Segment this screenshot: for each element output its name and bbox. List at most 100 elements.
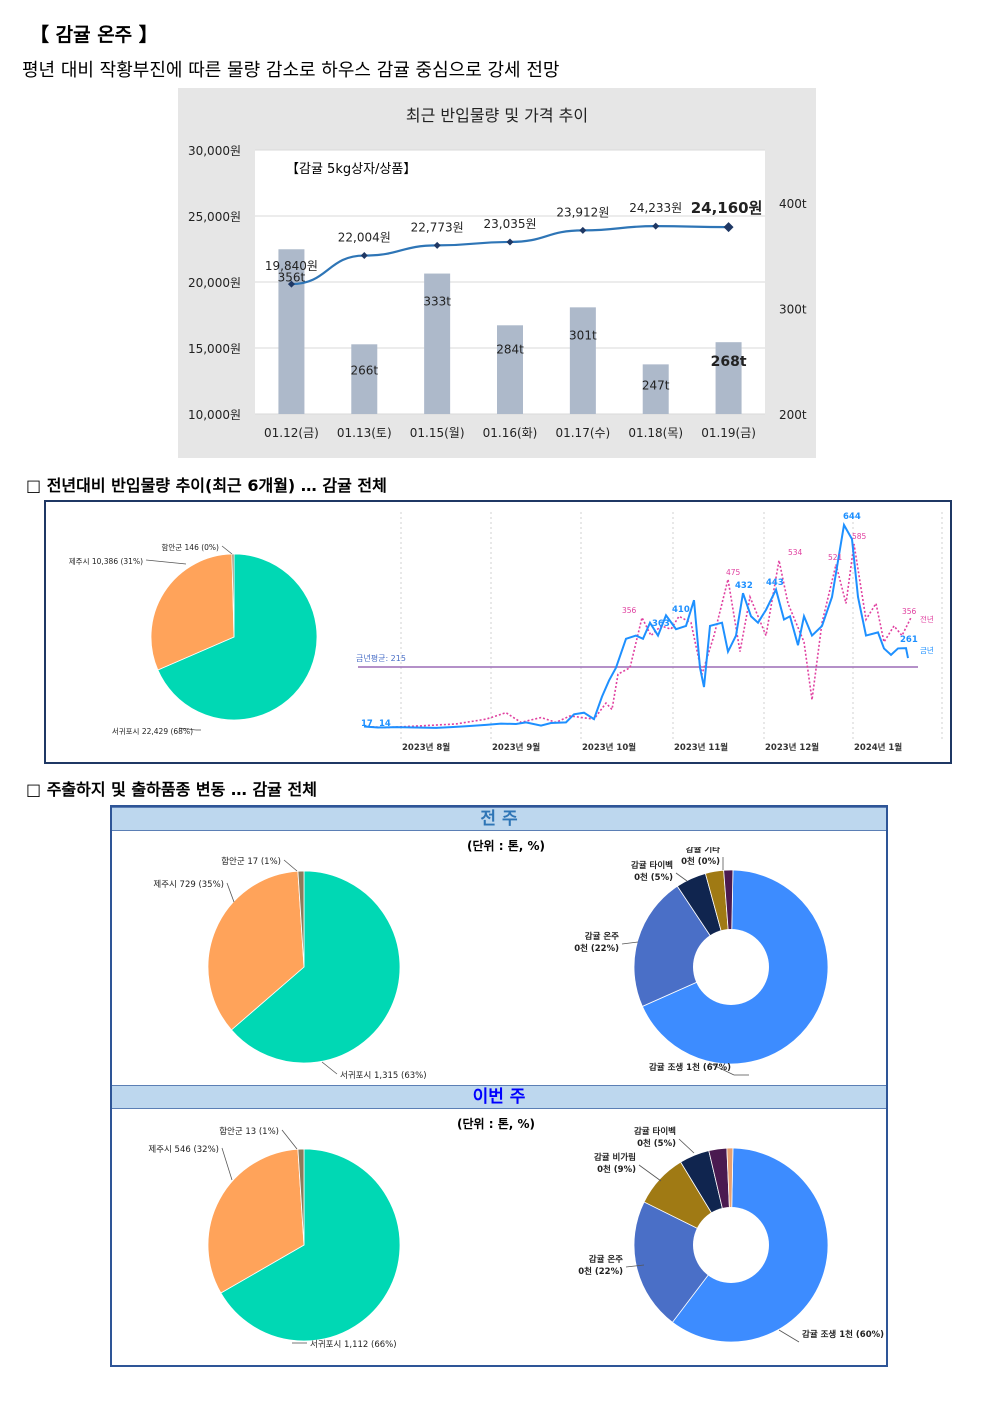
slice-label: 제주시 546 (32%) [148,1145,219,1155]
category-label: 01.19(금) [701,426,756,440]
prev-week-region-pie: 서귀포시 1,315 (63%) 제주시 729 (35%) 함안군 17 (1%) [153,856,427,1081]
category-label: 01.13(토) [337,426,392,440]
slice-label: 감귤 조생 1천 (60%) [802,1329,884,1340]
this-week-region-pie: 서귀포시 1,112 (66%) 제주시 546 (32%)함안군 13 (1%) [148,1126,401,1350]
category-label: 01.17(수) [555,426,610,440]
slice-label: 감귤 온주 [589,1254,623,1265]
price-volume-chart: 최근 반입물량 및 가격 추이 30,000원 25,000원 20,000원 15,0… [188,106,807,440]
slice-label: 감귤 온주 [585,931,619,942]
donut-hole [693,929,769,1005]
left-tick-label: 30,000원 [188,144,241,158]
this-year-value-label: 17 [361,719,373,729]
pie-slice [297,870,305,968]
prev-year-value-label: 521 [828,553,843,562]
pie-slice [207,870,305,1031]
section-volume-trend-heading: □ 전년대비 반입물량 추이(최근 6개월) … 감귤 전체 [26,476,387,495]
leader-line [226,882,235,903]
price-volume-chart-panel: 최근 반입물량 및 가격 추이 30,000원 25,000원 20,000원 15,0… [178,88,816,458]
x-axis-label: 2023년 12월 [765,742,819,753]
volume-label: 333t [423,295,451,309]
right-tick-label: 200t [779,408,807,422]
price-marker [360,252,368,260]
x-axis-label: 2024년 1월 [854,742,902,753]
this-year-line [363,522,909,729]
price-label: 24,160원 [691,199,763,217]
volume-label: 266t [350,363,378,377]
origin-variety-box: 전 주 (단위 : 톤, %) 서귀포시 1,315 (63%) 제주시 729 … [110,805,888,1367]
pie-slice [220,1148,401,1342]
donut-hole [693,1207,769,1283]
x-axis-label: 2023년 11월 [674,742,728,753]
this-year-value-label: 14 [379,719,391,729]
chart-inner-label: 【감귤 5kg상자/상품】 [286,162,416,177]
leader-line [625,1264,645,1268]
pie-slice [207,1148,305,1294]
slice-label: 감귤 기타 [686,847,720,855]
this-year-value-label: 363 [652,619,670,629]
price-marker [433,241,441,249]
volume-bar [715,342,742,414]
leader-line [321,1061,338,1075]
this-year-value-label: 261 [900,635,918,645]
volume-trend-chart: 서귀포시 22,429 (68%) 제주시 10,386 (31%) 함안군 146… [69,512,943,753]
left-tick-label: 25,000원 [188,210,241,224]
prev-year-value-label: 534 [788,548,803,557]
price-marker [652,222,660,230]
prev-week-unit: (단위 : 톤, %) [467,839,546,853]
prev-year-value-label: 356 [902,607,917,616]
slice-label: 0천 (5%) [637,1138,676,1149]
leader-line [145,559,187,565]
category-label: 01.15(월) [410,426,465,440]
x-axis-label: 2023년 8월 [402,742,450,753]
prev-year-line [363,543,912,729]
volume-label: 301t [569,328,597,342]
slice-label: 0천 (22%) [574,943,619,954]
leader-line [221,545,233,555]
this-year-value-label: 644 [843,512,861,522]
price-label: 22,773원 [411,220,464,234]
this-year-value-label: 432 [735,581,753,591]
price-marker [579,226,587,234]
volume-label: 356t [278,270,306,284]
slice-label: 0천 (22%) [578,1266,623,1277]
slice-label: 서귀포시 1,315 (63%) [340,1070,427,1081]
slice-label: 제주시 729 (35%) [153,880,224,890]
leader-line [221,1147,233,1181]
legend-prev-year: 전년 [920,614,934,624]
right-tick-label: 400t [779,197,807,211]
pie-slice [297,1148,305,1246]
x-axis-label: 2023년 9월 [492,742,540,753]
leader-line [621,941,639,945]
slice-label: 함안군 13 (1%) [219,1126,279,1137]
this-week-unit: (단위 : 톤, %) [457,1117,536,1131]
price-label: 23,035원 [483,217,536,231]
leader-line [778,1329,800,1343]
leader-line [675,872,688,882]
volume-label: 268t [711,354,747,370]
slice-label: 0천 (5%) [634,872,673,883]
pie-slice [633,1201,732,1323]
prev-week-band: 전 주 [112,807,886,831]
leader-line [281,1129,298,1150]
page-subtitle: 평년 대비 작황부진에 따른 물량 감소로 하우스 감귤 중심으로 강세 전망 [22,60,560,81]
slice-label: 감귤 타이벡 [634,1126,676,1137]
price-label: 23,912원 [556,205,609,219]
leader-line [283,859,298,872]
legend-this-year: 금년 [920,645,934,655]
prev-year-value-label: 356 [622,606,637,615]
leader-line [638,1164,662,1182]
left-tick-label: 10,000원 [188,408,241,422]
pie-slice [230,870,401,1064]
price-label: 24,233원 [629,201,682,215]
right-tick-label: 300t [779,302,807,316]
price-label: 19,840원 [265,259,318,273]
leader-line [678,1138,695,1154]
slice-label: 감귤 비가림 [594,1152,636,1163]
left-tick-label: 20,000원 [188,276,241,290]
price-marker [506,238,514,246]
section-origin-variety-heading: □ 주출하지 및 출하품종 변동 … 감귤 전체 [26,780,317,799]
slice-label: 함안군 146 (0%) [161,542,219,552]
prev-year-value-label: 585 [852,532,867,541]
this-week-band: 이번 주 [112,1085,886,1109]
